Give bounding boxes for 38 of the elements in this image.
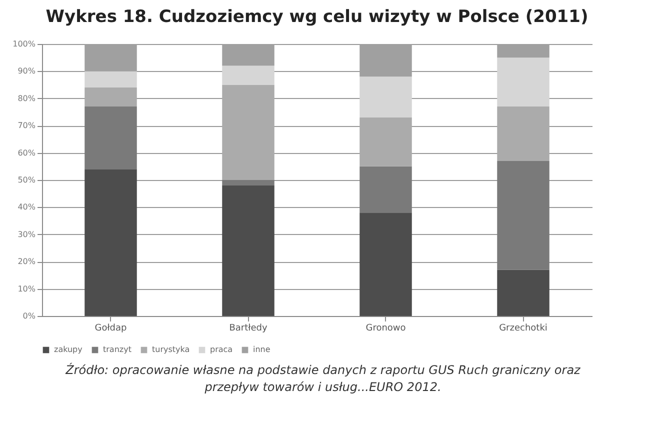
y-tick-label: 50% xyxy=(18,176,36,184)
y-tick-label: 80% xyxy=(18,94,36,103)
x-tick-label: Bartłedy xyxy=(229,324,268,334)
y-tick-label: 30% xyxy=(18,230,36,239)
y-tick-label: 10% xyxy=(18,284,36,294)
bar xyxy=(497,106,550,161)
legend-label: inne xyxy=(253,345,270,354)
legend-label: zakupy xyxy=(54,345,83,354)
bar xyxy=(84,71,137,88)
legend-label: turystyka xyxy=(152,345,190,354)
bar xyxy=(360,212,412,316)
text: Źródło: opracowanie własne na podstawie danych z raportu GUS Ruch graniczny oraz przepływ towarów i usług...EURO 2012. xyxy=(64,362,582,396)
bar xyxy=(497,270,550,316)
bar xyxy=(222,180,274,186)
bar xyxy=(84,106,137,170)
bar xyxy=(84,169,137,316)
bar xyxy=(84,88,137,107)
y-tick-label: 0% xyxy=(22,312,36,320)
y-tick-label: 60% xyxy=(18,148,36,158)
bar xyxy=(222,66,274,85)
x-tick-label: Gronowo xyxy=(366,324,406,334)
x-tick-label: Gołdap xyxy=(94,324,128,334)
bar xyxy=(360,76,412,118)
y-tick-label: 90% xyxy=(18,66,36,76)
legend-label: praca xyxy=(210,345,233,354)
chart-title: Wykres 18. Cudzoziemcy wg celu wizyty w Polsce (2011) xyxy=(46,7,588,27)
x-tick-label: Grzechotki xyxy=(499,324,548,334)
bar xyxy=(222,185,274,316)
y-tick-label: 40% xyxy=(18,202,36,212)
bar xyxy=(222,84,274,180)
y-tick-label: 70% xyxy=(18,121,36,130)
y-tick-label: 100% xyxy=(12,40,36,48)
bar xyxy=(497,58,550,107)
y-tick-label: 20% xyxy=(18,257,36,266)
bar xyxy=(360,117,412,166)
legend-label: tranzyt xyxy=(103,345,132,354)
bar xyxy=(497,160,550,270)
bar xyxy=(360,166,412,213)
